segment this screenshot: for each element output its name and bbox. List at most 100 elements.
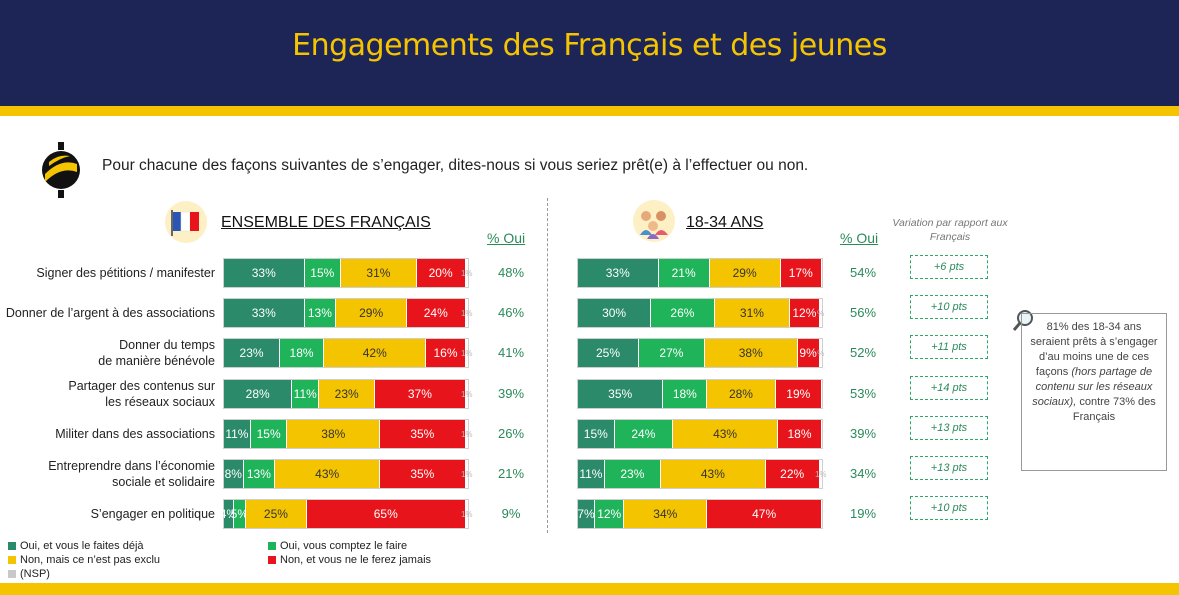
bar-segment-nsp: 1% [815,460,827,488]
row-label: Partager des contenus sur les réseaux soc… [0,378,215,410]
bar-segment-faites_deja: 35% [578,380,664,408]
row-label: S’engager en politique [0,506,215,522]
legend-swatch [8,556,16,564]
stacked-bar: 30% 26% 31% 12%% [577,298,824,328]
stacked-bar: 25% 27% 38% 9%% [577,338,825,368]
bar-segment-pas_exclu: 29% [709,259,781,287]
bar-segment-pas_exclu: 43% [660,460,766,488]
row-label-line: sociale et solidaire [112,475,215,489]
bar-segment-faites_deja: 11% [224,420,251,448]
bar-value-label: 28% [728,387,753,401]
bar-value-label: 25% [595,346,621,360]
bar-segment-comptez_faire: 13% [304,299,337,327]
note-line2: contre 73% des Français [1072,396,1156,423]
bar-value-label: 15% [583,427,608,441]
bar-segment-pas_exclu: 31% [714,299,791,327]
bar-segment-pas_exclu: 43% [275,460,381,488]
variation-badge: +13 pts [910,456,988,480]
bar-value-label: 17% [788,266,813,280]
bar-segment-pas_exclu: 43% [673,420,779,448]
bar-value-label: 19% [786,387,811,401]
pct-oui-value: 39% [849,426,877,441]
row-label-line: de manière bénévole [98,354,215,368]
variation-badge: +6 pts [910,255,988,279]
legend-item-ferez_jamais: Non, et vous ne le ferez jamais [268,554,431,566]
bar-segment-nsp: 1% [461,500,473,528]
bar-segment-faites_deja: 4% [220,500,237,528]
pct-oui-value: 52% [849,345,877,360]
bar-value-label: 25% [263,507,288,521]
bar-value-label: 43% [700,467,725,481]
bar-value-label: 33% [251,266,276,280]
bar-segment-comptez_faire: 26% [651,299,715,327]
pct-oui-value: 19% [849,506,877,521]
bar-value-label: 1% [460,308,473,318]
bar-segment-pas_exclu: 34% [624,500,708,528]
bar-segment-nsp: 1% [461,259,473,287]
stacked-bar: 8% 13% 43% 35% 1% [223,459,473,489]
bar-segment-nsp: 1% [461,299,473,327]
bar-value-label: 35% [410,467,435,481]
stacked-bar: 11% 23% 43% 22% 1% [577,459,827,489]
variation-badge: +14 pts [910,376,988,400]
bar-segment-ferez_jamais: 65% [306,500,466,528]
bar-value-label: 5% [230,507,249,521]
row-label-line: Donner de l’argent à des associations [5,306,215,320]
bar-segment-nsp: 1% [461,339,473,367]
bar-segment-faites_deja: 11% [578,460,605,488]
bar-segment-comptez_faire: 12% [595,500,625,528]
stacked-bar: 33% 13% 29% 24% 1% [223,298,473,328]
bar-value-label: 8% [224,467,242,481]
header-stripe [0,106,1179,116]
bar-segment-nsp: 1% [461,460,473,488]
pct-oui-value: 48% [497,265,525,280]
bar-value-label: 29% [732,266,757,280]
pct-oui-value: 41% [497,345,525,360]
bar-value-label: 9% [799,346,817,360]
bar-value-label: 1% [460,348,473,358]
bar-value-label: 1% [814,469,827,479]
bar-value-label: 15% [256,427,281,441]
bar-segment-faites_deja: 33% [578,259,659,287]
bar-segment-comptez_faire: 18% [280,339,325,367]
bar-segment-comptez_faire: 15% [250,420,288,448]
legend-item-pas_exclu: Non, mais ce n’est pas exclu [8,554,160,566]
legend-label: Oui, et vous le faites déjà [20,540,144,552]
bar-value-label: 26% [670,306,695,320]
pct-oui-header-young: % Oui [840,230,879,246]
pct-oui-value: 39% [497,386,525,401]
bar-segment-comptez_faire: 5% [230,500,249,528]
row-label: Militer dans des associations [0,426,215,442]
legend-item-faites_deja: Oui, et vous le faites déjà [8,540,144,552]
bar-segment-comptez_faire: 21% [658,259,710,287]
bar-segment-ferez_jamais: 18% [778,420,822,448]
header-banner [0,0,1179,106]
stacked-bar: 7% 12% 34% 47% [577,499,823,529]
bar-segment-comptez_faire: 18% [663,380,708,408]
bar-value-label: 18% [672,387,697,401]
bar-value-label: 33% [605,266,630,280]
bar-segment-pas_exclu: 23% [319,380,376,408]
stacked-bar: 33% 15% 31% 20% 1% [223,258,473,288]
bar-segment-ferez_jamais: 19% [775,380,822,408]
bar-value-label: 22% [780,467,805,481]
section-divider [547,198,548,533]
row-label-line: Entreprendre dans l’économie [48,459,215,473]
bar-segment-ferez_jamais: 37% [375,380,466,408]
bar-value-label: 18% [787,427,812,441]
legend-label: Non, et vous ne le ferez jamais [280,554,432,566]
stacked-bar: 28% 11% 23% 37% 1% [223,379,473,409]
bar-value-label: 4% [219,507,238,521]
bar-segment-nsp: 1% [461,420,473,448]
bar-value-label: 15% [310,266,335,280]
bar-segment-ferez_jamais: 22% [765,460,820,488]
legend-swatch [268,542,276,550]
bar-value-label: % [817,348,825,358]
section-title-young: 18-34 ANS [686,214,764,231]
bar-value-label: 24% [423,306,448,320]
bar-value-label: 42% [362,346,387,360]
bar-segment-comptez_faire: 24% [614,420,674,448]
variation-badge: +10 pts [910,496,988,520]
bar-segment-comptez_faire: 15% [304,259,342,287]
bar-segment-faites_deja: 7% [577,500,596,528]
